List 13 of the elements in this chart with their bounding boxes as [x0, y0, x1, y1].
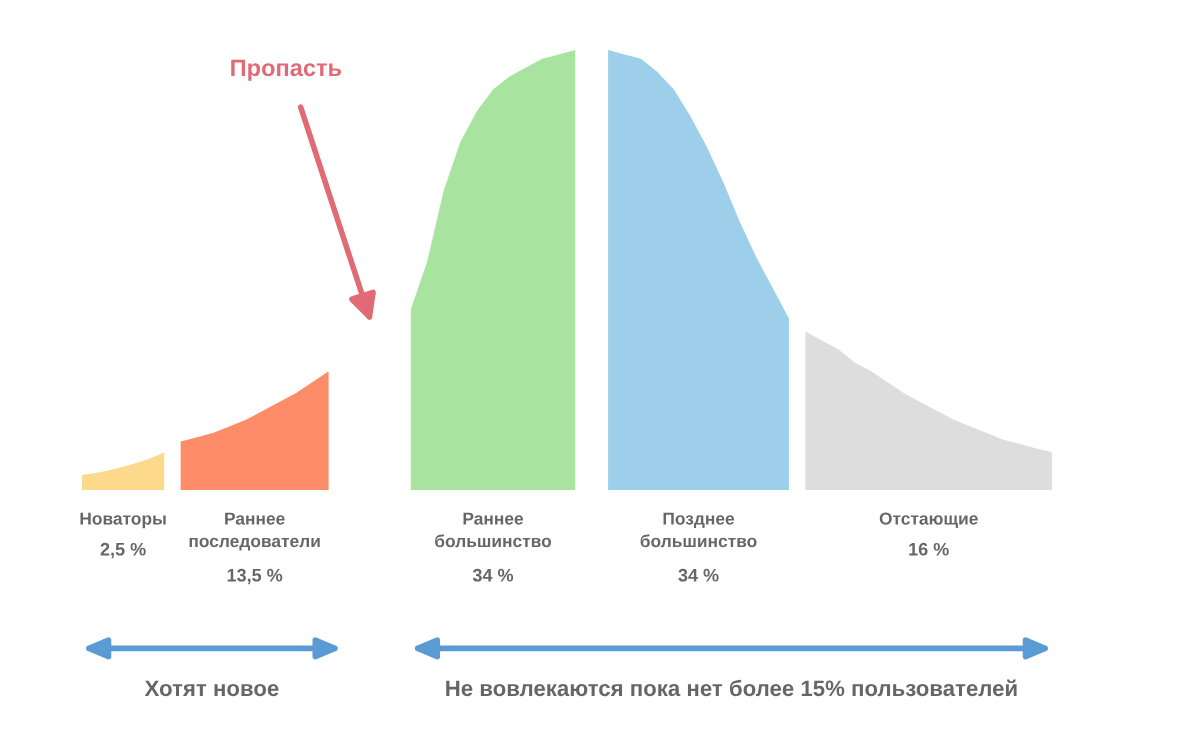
text: 34 % [678, 568, 719, 582]
text: 2,5 % [100, 542, 146, 559]
series-label: Отстающие [879, 512, 978, 529]
text: Не вовлекаются пока нет более 15% пользователей [446, 679, 1017, 697]
text: 16 % [909, 542, 949, 556]
series-label: Раннее последователи [189, 512, 320, 551]
annotation: Пропасть [231, 59, 342, 81]
series-label: Позднее большинство [640, 512, 757, 548]
text: Хотят новое [144, 680, 279, 697]
series-label: Новаторы [80, 512, 166, 529]
series-label: Раннее большинство [435, 512, 552, 548]
text: 13,5 % [227, 568, 283, 585]
text: 34 % [472, 568, 514, 582]
